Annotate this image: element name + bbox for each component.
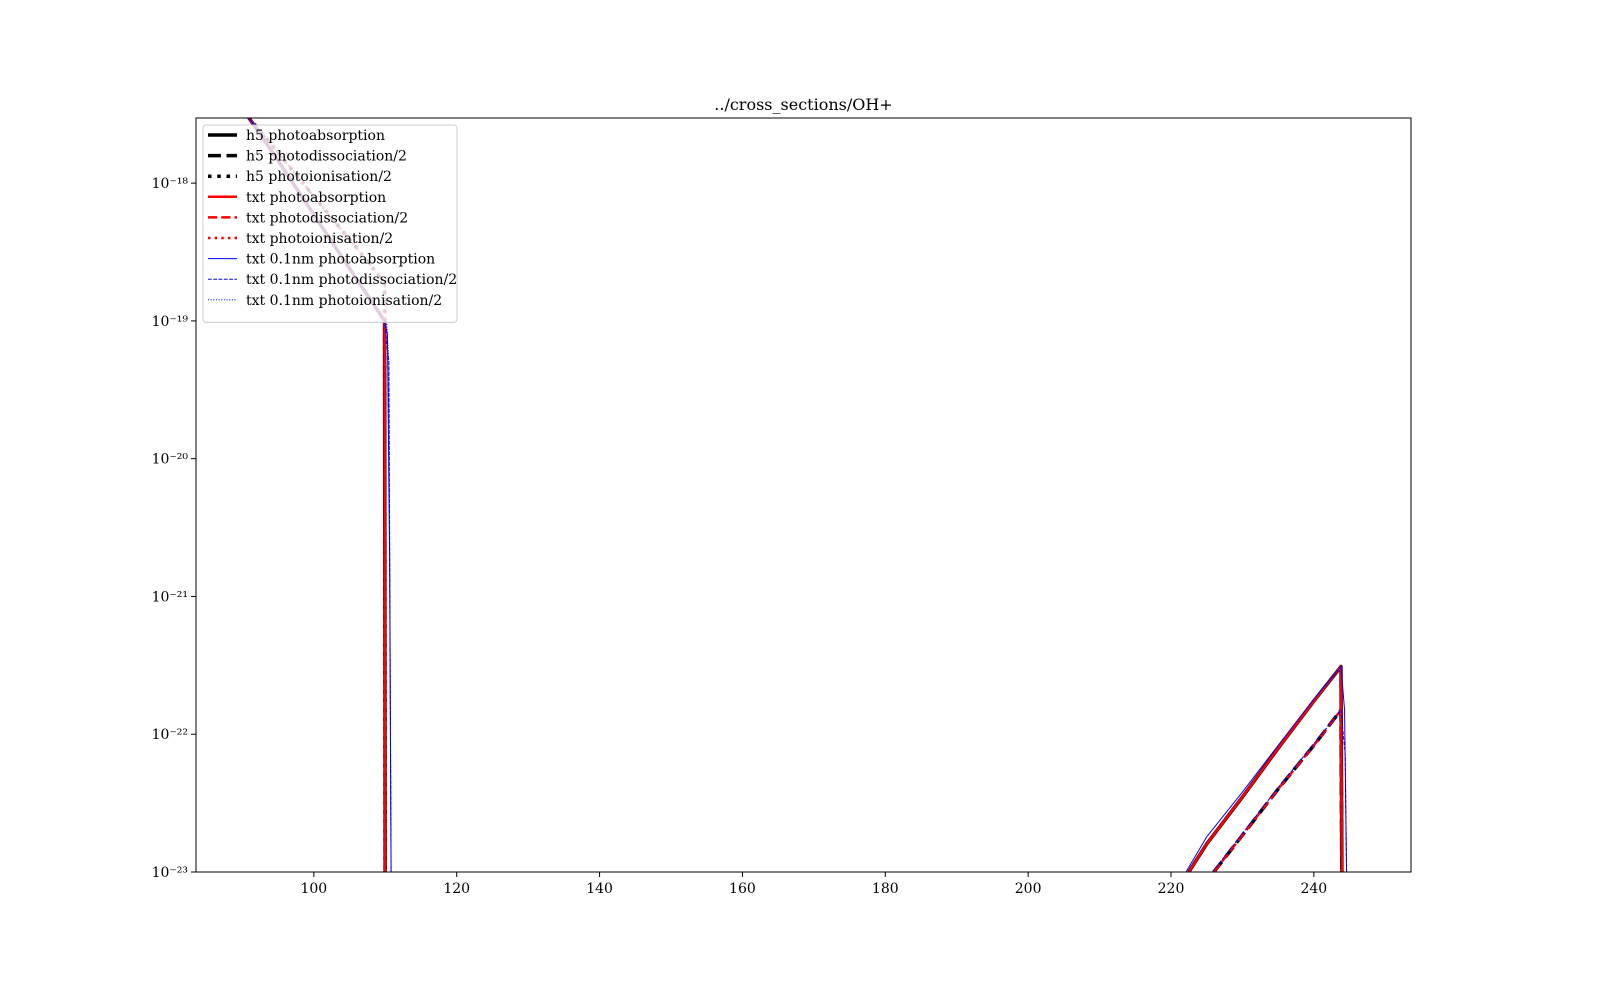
x-tick-label: 200 [1015, 881, 1042, 897]
x-tick-label: 100 [300, 881, 327, 897]
legend-label: txt 0.1nm photoabsorption [246, 252, 435, 268]
legend-label: txt 0.1nm photoionisation/2 [246, 293, 442, 309]
x-tick-label: 180 [872, 881, 899, 897]
legend-label: h5 photoionisation/2 [246, 169, 392, 185]
legend-label: txt photoabsorption [246, 190, 386, 206]
legend-label: txt 0.1nm photodissociation/2 [246, 272, 457, 288]
series-line [1212, 708, 1344, 872]
x-tick-label: 160 [729, 881, 756, 897]
legend-box [202, 124, 458, 323]
legend-label: h5 photodissociation/2 [246, 149, 407, 165]
legend-label: txt photodissociation/2 [246, 210, 408, 226]
chart-title: ../cross_sections/OH+ [714, 95, 892, 114]
legend-label: h5 photoabsorption [246, 128, 385, 144]
axes-frame [195, 117, 1412, 873]
x-tick-label: 220 [1158, 881, 1185, 897]
legend-label: txt photoionisation/2 [246, 231, 393, 247]
y-tick-label: 10⁻²² [152, 727, 188, 743]
y-tick-label: 10⁻²³ [152, 865, 188, 881]
y-tick-label: 10⁻¹⁸ [152, 176, 189, 192]
y-tick-label: 10⁻²⁰ [152, 452, 189, 468]
x-tick-label: 140 [586, 881, 613, 897]
y-tick-label: 10⁻²¹ [152, 589, 188, 605]
x-tick-label: 240 [1300, 881, 1327, 897]
x-tick-label: 120 [443, 881, 470, 897]
y-tick-label: 10⁻¹⁹ [152, 314, 189, 330]
